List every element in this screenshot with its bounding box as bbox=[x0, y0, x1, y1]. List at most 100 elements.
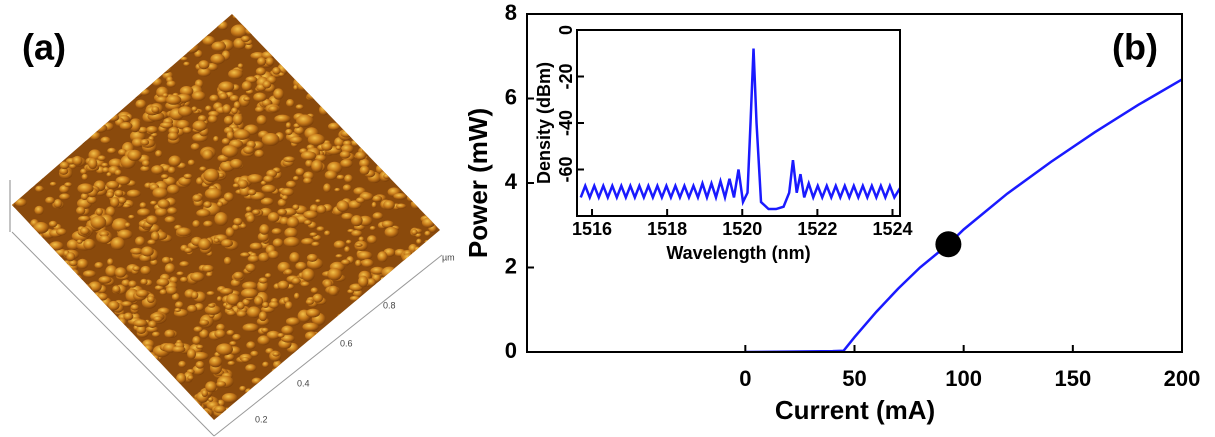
afm-grain bbox=[103, 52, 116, 64]
afm-grain bbox=[199, 319, 210, 326]
afm-grain bbox=[417, 101, 426, 110]
afm-grain bbox=[379, 368, 388, 376]
afm-grain bbox=[426, 14, 434, 22]
afm-grain bbox=[390, 71, 398, 78]
afm-grain bbox=[270, 33, 281, 43]
afm-grain bbox=[355, 335, 366, 343]
afm-grain bbox=[95, 207, 103, 216]
afm-grain bbox=[387, 276, 396, 285]
afm-grain bbox=[23, 367, 31, 373]
afm-grain bbox=[390, 15, 398, 22]
afm-grain bbox=[213, 136, 219, 143]
afm-grain bbox=[81, 56, 92, 64]
afm-grain bbox=[380, 402, 390, 412]
afm-grain bbox=[26, 330, 34, 335]
afm-grain bbox=[272, 67, 281, 75]
afm-grain bbox=[23, 397, 34, 404]
afm-grain bbox=[139, 88, 150, 96]
afm-grain bbox=[358, 95, 366, 101]
afm-grain bbox=[77, 291, 87, 300]
afm-grain bbox=[151, 355, 160, 361]
afm-grain bbox=[125, 14, 135, 19]
afm-grain bbox=[12, 140, 22, 148]
afm-grain bbox=[21, 228, 27, 234]
afm-grain bbox=[226, 310, 236, 316]
afm-grain bbox=[16, 140, 27, 147]
afm-grain bbox=[246, 341, 256, 350]
afm-grain bbox=[278, 366, 292, 376]
afm-grain bbox=[355, 197, 365, 204]
afm-grain bbox=[20, 403, 30, 410]
x-axis-title: Wavelength (nm) bbox=[666, 243, 810, 263]
afm-grain bbox=[107, 43, 114, 49]
afm-grain bbox=[423, 371, 432, 378]
afm-grain bbox=[428, 303, 440, 311]
afm-grain bbox=[338, 27, 355, 40]
afm-grain bbox=[34, 205, 44, 215]
afm-grain bbox=[12, 264, 20, 276]
afm-grain bbox=[13, 128, 21, 136]
afm-grain bbox=[87, 47, 95, 53]
afm-grain bbox=[433, 305, 440, 313]
afm-grain bbox=[69, 269, 80, 278]
afm-grain bbox=[242, 281, 258, 291]
afm-grain bbox=[334, 54, 345, 63]
afm-grain bbox=[301, 35, 315, 47]
afm-grain bbox=[45, 358, 62, 369]
afm-grain bbox=[393, 193, 407, 200]
afm-grain bbox=[370, 311, 377, 318]
afm-grain bbox=[393, 116, 402, 122]
afm-grain bbox=[232, 183, 240, 188]
afm-grain bbox=[424, 230, 431, 237]
afm-grain bbox=[315, 350, 331, 360]
afm-grain bbox=[275, 27, 286, 36]
afm-grain bbox=[268, 250, 279, 259]
afm-grain bbox=[437, 410, 440, 417]
afm-grain bbox=[233, 129, 251, 140]
afm-grain bbox=[165, 411, 178, 420]
afm-grain bbox=[14, 148, 22, 153]
afm-grain bbox=[424, 239, 432, 244]
afm-grain bbox=[216, 201, 224, 208]
afm-grain bbox=[82, 288, 89, 294]
afm-grain bbox=[294, 73, 305, 81]
afm-grain bbox=[400, 153, 408, 158]
afm-grain bbox=[237, 63, 244, 69]
afm-grain bbox=[33, 222, 49, 234]
afm-grain bbox=[390, 167, 399, 175]
afm-grain bbox=[303, 177, 312, 185]
afm-grain bbox=[239, 385, 247, 392]
afm-grain bbox=[12, 298, 29, 307]
afm-grain bbox=[157, 199, 170, 209]
afm-grain bbox=[372, 116, 390, 129]
afm-grain bbox=[30, 243, 41, 252]
afm-grain bbox=[263, 403, 278, 413]
afm-grain bbox=[144, 401, 155, 409]
afm-grain bbox=[283, 156, 296, 163]
afm-grain bbox=[140, 40, 153, 51]
afm-grain bbox=[408, 324, 424, 334]
afm-grain bbox=[428, 142, 440, 154]
afm-grain bbox=[261, 327, 269, 333]
afm-grain bbox=[81, 44, 93, 51]
afm-grain bbox=[112, 415, 125, 420]
afm-grain bbox=[333, 107, 345, 115]
afm-grain bbox=[163, 14, 174, 22]
afm-grain bbox=[277, 198, 287, 207]
afm-grain bbox=[192, 336, 201, 345]
afm-grain bbox=[24, 106, 35, 118]
afm-grain bbox=[68, 361, 81, 371]
afm-grain bbox=[160, 14, 171, 18]
afm-grain bbox=[25, 282, 36, 291]
afm-grain bbox=[317, 392, 330, 401]
afm-grain bbox=[176, 119, 190, 130]
afm-grain bbox=[350, 139, 361, 147]
afm-grain bbox=[23, 381, 35, 391]
afm-grain bbox=[312, 293, 324, 303]
afm-grain bbox=[425, 122, 437, 133]
afm-grain bbox=[307, 399, 319, 408]
afm-grain bbox=[107, 113, 120, 122]
afm-grain bbox=[277, 280, 289, 290]
afm-grain bbox=[25, 133, 42, 143]
afm-grain bbox=[31, 335, 47, 348]
